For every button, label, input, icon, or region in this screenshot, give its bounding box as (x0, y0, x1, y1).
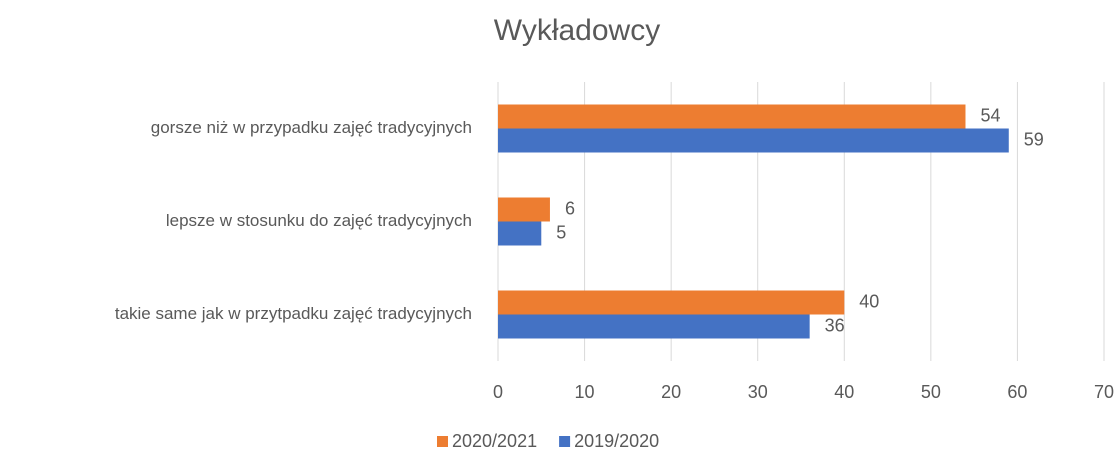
x-tick-label: 30 (748, 382, 768, 402)
y-tick-label: takie same jak w przytpadku zajęć tradyc… (115, 304, 472, 323)
y-tick-label: gorsze niż w przypadku zajęć tradycyjnyc… (151, 118, 472, 137)
bar (498, 290, 845, 315)
y-tick-label: lepsze w stosunku do zajęć tradycyjnych (166, 211, 472, 230)
legend-label: 2019/2020 (574, 431, 659, 451)
bar (498, 104, 966, 129)
data-label: 59 (1024, 129, 1044, 149)
data-label: 36 (825, 315, 845, 335)
chart-title: Wykładowcy (494, 14, 660, 47)
bar (498, 221, 542, 246)
legend-swatch (559, 436, 571, 447)
x-tick-label: 0 (493, 382, 503, 402)
x-tick-label: 40 (834, 382, 854, 402)
x-tick-label: 20 (661, 382, 681, 402)
x-tick-label: 60 (1007, 382, 1027, 402)
data-label: 54 (980, 105, 1000, 125)
bar (498, 314, 810, 339)
data-label: 40 (859, 291, 879, 311)
data-label: 5 (556, 222, 566, 242)
x-tick-label: 50 (921, 382, 941, 402)
x-tick-label: 10 (575, 382, 595, 402)
data-label: 6 (565, 198, 575, 218)
bar (498, 197, 550, 222)
x-tick-label: 70 (1094, 382, 1114, 402)
bar (498, 128, 1009, 153)
legend-swatch (437, 436, 448, 447)
legend-label: 2020/2021 (452, 431, 537, 451)
